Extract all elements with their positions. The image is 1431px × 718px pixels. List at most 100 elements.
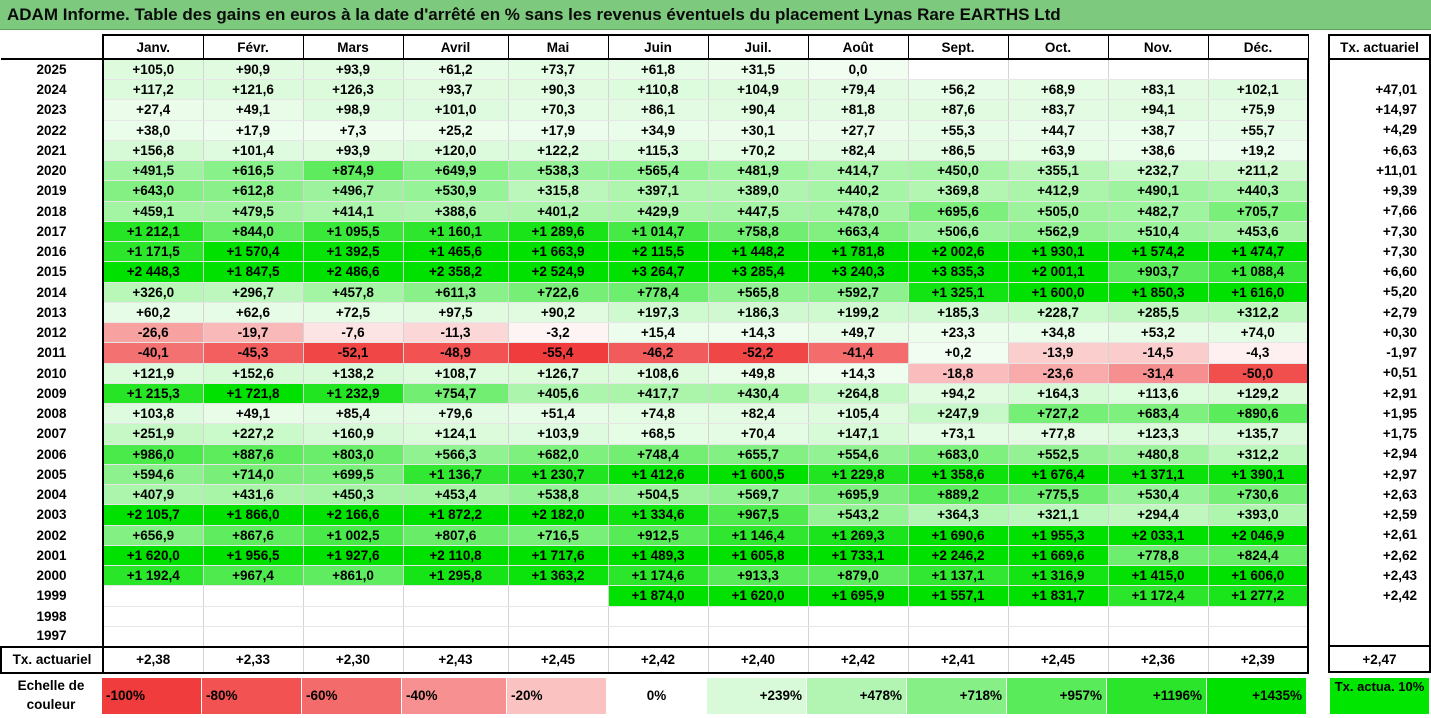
- gain-cell: +185,3: [907, 302, 1009, 324]
- gain-cell: +70,4: [707, 423, 809, 445]
- gain-cell: +1 721,8: [202, 383, 304, 405]
- gain-cell: +152,6: [202, 363, 304, 384]
- color-scale-cell: +957%: [1007, 678, 1107, 714]
- gain-cell: +569,7: [707, 484, 809, 506]
- gain-cell: +1 927,6: [302, 545, 404, 567]
- gain-cell: +705,7: [1207, 201, 1309, 222]
- year-cell: 2017: [1, 221, 104, 242]
- footer-rate-cell: +2,38: [102, 645, 204, 674]
- footer-rate-cell: +2,43: [402, 645, 509, 674]
- gain-cell: +405,6: [507, 383, 609, 405]
- year-cell: 2010: [1, 363, 104, 384]
- gain-cell: [302, 585, 404, 607]
- gain-cell: +803,0: [302, 444, 404, 465]
- table-row: 2004 +407,9 +431,6 +450,3 +453,4 +538,8 +504,5…: [1, 484, 1309, 506]
- footer-rate-cell: +2,45: [507, 645, 609, 674]
- gain-cell: +758,8: [707, 221, 809, 243]
- gain-cell: [402, 626, 509, 648]
- gain-cell: +1 088,4: [1207, 261, 1309, 283]
- gain-cell: -19,7: [202, 322, 304, 344]
- year-cell: 2013: [1, 302, 104, 323]
- gain-cell: +312,2: [1207, 444, 1309, 465]
- footer-rate-cell: +2,42: [807, 645, 909, 674]
- gain-cell: +1 146,4: [707, 525, 809, 546]
- gain-cell: +1 316,9: [1007, 565, 1109, 587]
- gain-cell: +430,4: [707, 383, 809, 405]
- gain-cell: +480,8: [1107, 444, 1209, 465]
- gain-cell: -31,4: [1107, 363, 1209, 384]
- gain-cell: +1 850,3: [1107, 282, 1209, 303]
- gain-cell: +82,4: [707, 403, 809, 425]
- gain-cell: +2 358,2: [402, 261, 509, 283]
- gain-cell: -45,3: [202, 342, 304, 364]
- actuarial-cell: +2,61: [1328, 524, 1431, 545]
- gain-cell: +27,7: [807, 120, 909, 141]
- gain-cell: +874,9: [302, 160, 404, 182]
- gain-cell: +53,2: [1107, 322, 1209, 344]
- actuarial-rate-table: Tx. actuariel +47,01 +14,97 +4,29 +6,63 +11,0…: [1328, 34, 1431, 674]
- gain-cell: +611,3: [402, 282, 509, 303]
- gain-cell: +1 616,0: [1207, 282, 1309, 303]
- table-row: 2005 +594,6 +714,0 +699,5 +1 136,7 +1 230,7 +1…: [1, 464, 1309, 486]
- gain-cell: +19,2: [1207, 140, 1309, 162]
- gain-cell: +199,2: [807, 302, 909, 324]
- gain-cell: +355,1: [1007, 160, 1109, 182]
- gain-cell: +115,3: [607, 140, 709, 162]
- gain-cell: +110,8: [607, 79, 709, 101]
- color-scale-cell: -40%: [402, 678, 507, 714]
- gain-cell: +14,3: [707, 322, 809, 344]
- footer-rate-cell: +2,41: [907, 645, 1009, 674]
- gain-cell: +1 415,0: [1107, 565, 1209, 587]
- month-header: Nov.: [1107, 34, 1209, 60]
- gain-cell: +699,5: [302, 464, 404, 486]
- gain-cell: +7,3: [302, 120, 404, 141]
- gain-cell: +414,1: [302, 201, 404, 222]
- gain-cell: +73,7: [507, 59, 609, 80]
- gain-cell: +1 230,7: [507, 464, 609, 486]
- table-row: 1997: [1, 626, 1309, 648]
- side-row: +6,60: [1328, 261, 1431, 282]
- gain-cell: +397,1: [607, 180, 709, 202]
- gain-cell: [1207, 626, 1309, 648]
- gain-cell: +1 663,9: [507, 241, 609, 263]
- table-row: 2021 +156,8 +101,4 +93,9 +120,0 +122,2 +115,3 +…: [1, 140, 1309, 162]
- gain-cell: +62,6: [202, 302, 304, 324]
- gain-cell: +1 574,2: [1107, 241, 1209, 263]
- gain-cell: +55,3: [907, 120, 1009, 141]
- side-row: +2,59: [1328, 504, 1431, 525]
- actuarial-cell: [1328, 626, 1431, 647]
- gain-cell: +87,6: [907, 99, 1009, 121]
- gain-cell: +2 033,1: [1107, 525, 1209, 546]
- gain-cell: [1007, 606, 1109, 627]
- gain-cell: +25,2: [402, 120, 509, 141]
- gain-cell: +164,3: [1007, 383, 1109, 405]
- gain-cell: +1 669,6: [1007, 545, 1109, 567]
- gain-cell: +68,9: [1007, 79, 1109, 101]
- actuarial-cell: +2,94: [1328, 443, 1431, 464]
- gain-cell: +70,3: [507, 99, 609, 121]
- side-footer-row: +2,47: [1328, 645, 1431, 674]
- gain-cell: +1 172,4: [1107, 585, 1209, 607]
- year-cell: 2007: [1, 423, 104, 444]
- gain-cell: +23,3: [907, 322, 1009, 344]
- year-cell: 2001: [1, 545, 104, 566]
- gain-cell: [507, 585, 609, 607]
- gain-cell: +3 285,4: [707, 261, 809, 283]
- gain-cell: +113,6: [1107, 383, 1209, 405]
- gain-cell: +1 171,5: [102, 241, 204, 263]
- side-row: +1,95: [1328, 403, 1431, 424]
- gain-cell: +393,0: [1207, 504, 1309, 526]
- gain-cell: +3 240,3: [807, 261, 909, 283]
- gain-cell: +124,1: [402, 423, 509, 445]
- gain-cell: +1 232,9: [302, 383, 404, 405]
- gain-cell: +74,8: [607, 403, 709, 425]
- gain-cell: [1107, 626, 1209, 648]
- gain-cell: +1 872,2: [402, 504, 509, 526]
- month-header: Juil.: [707, 34, 809, 60]
- month-header: Avril: [402, 34, 509, 60]
- gain-cell: +1 690,6: [907, 525, 1009, 546]
- gain-cell: +479,5: [202, 201, 304, 222]
- gain-cell: [202, 626, 304, 648]
- footer-label: Tx. actuariel: [0, 645, 104, 674]
- gain-cell: -4,3: [1207, 342, 1309, 364]
